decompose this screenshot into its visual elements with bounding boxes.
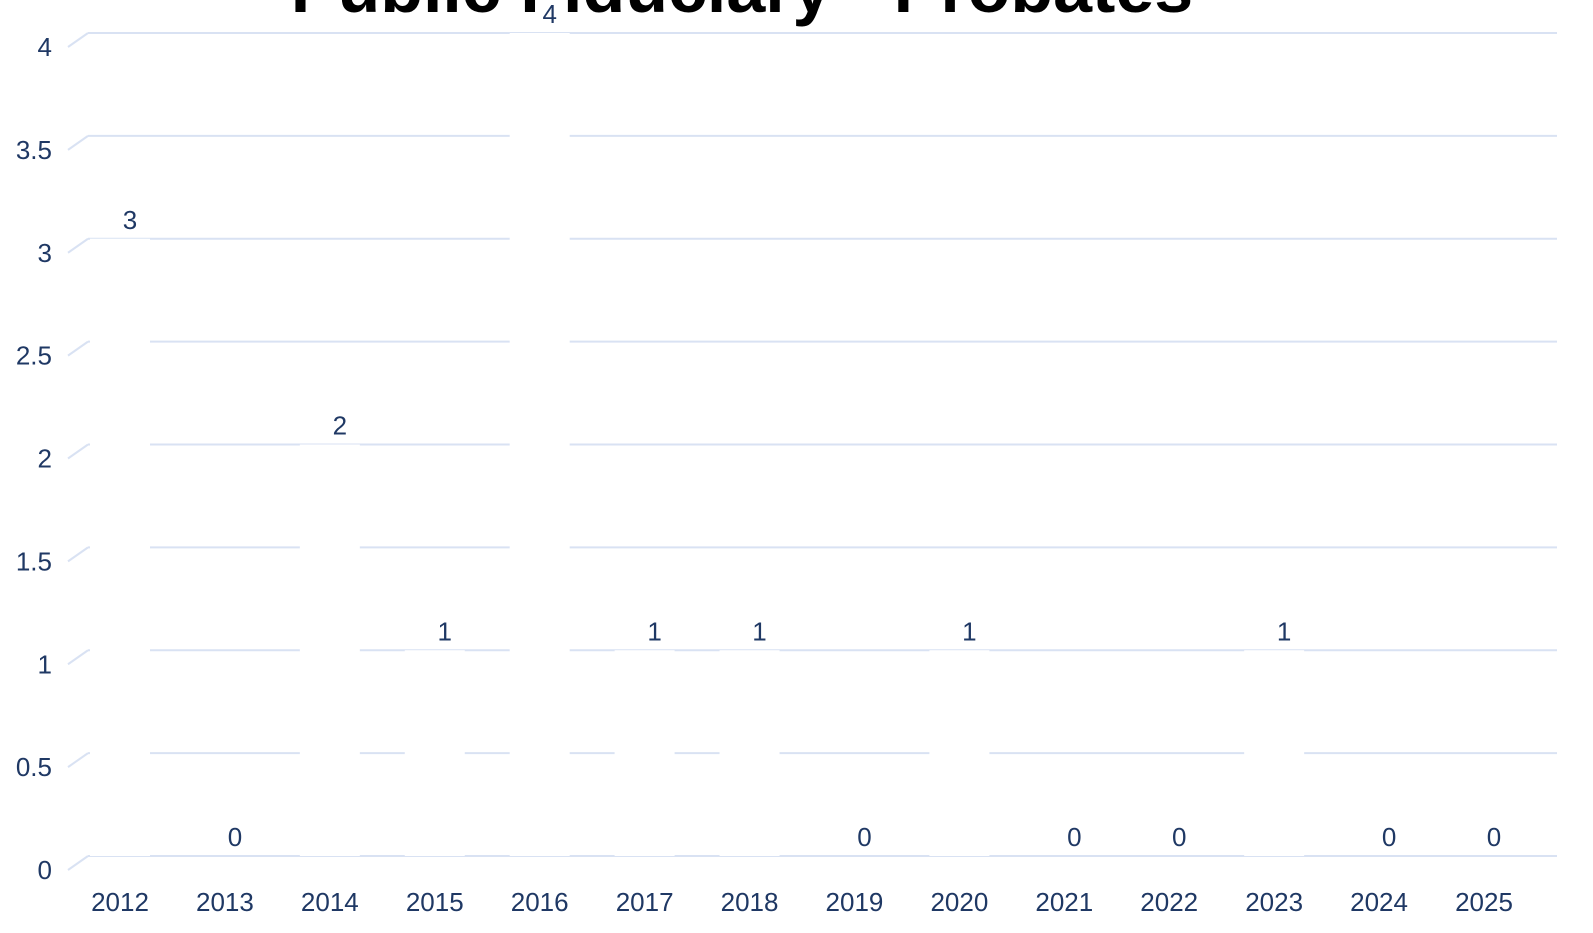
x-tick-label: 2014 [301,887,359,917]
x-tick-label: 2018 [721,887,779,917]
y-tick-label: 2 [38,444,52,474]
grid-line [67,546,89,563]
grid-line [67,443,89,460]
data-label: 4 [542,0,556,29]
data-label: 1 [752,616,766,646]
x-tick-label: 2021 [1035,887,1093,917]
bar [404,650,465,856]
x-tick-label: 2012 [91,887,149,917]
data-label: 1 [962,616,976,646]
y-tick-label: 0 [38,855,52,885]
y-tick-label: 0.5 [16,752,52,782]
x-tick-label: 2024 [1350,887,1408,917]
x-tick-label: 2025 [1455,887,1513,917]
data-label: 2 [333,411,347,441]
bar [90,238,150,856]
x-tick-label: 2015 [406,887,464,917]
x-tick-label: 2017 [616,887,674,917]
y-tick-label: 4 [38,32,52,62]
grid-line [67,649,89,666]
grid-line [67,855,89,871]
data-label: 1 [647,616,661,646]
grid-line [67,32,89,48]
x-tick-label: 2020 [930,887,988,917]
y-tick-label: 1 [38,649,52,679]
y-tick-label: 3.5 [16,135,52,165]
y-tick-label: 3 [38,238,52,268]
bar [719,650,780,856]
data-label: 0 [1067,822,1081,852]
grid-line [67,135,89,151]
x-tick-label: 2016 [511,887,569,917]
grid-line [67,237,89,254]
x-tick-label: 2023 [1245,887,1303,917]
bar [929,650,990,856]
data-label: 0 [857,822,871,852]
data-label: 0 [1382,822,1396,852]
data-label: 0 [1487,822,1501,852]
y-tick-label: 2.5 [16,341,52,371]
data-label: 3 [123,205,137,235]
bar [614,650,675,856]
data-label: 0 [1172,822,1186,852]
grid-line [67,752,89,768]
chart-title: Public Fiduciary - Probates [291,0,1193,27]
x-tick-label: 2013 [196,887,254,917]
data-label: 1 [438,616,452,646]
bar [1244,650,1305,856]
data-label: 0 [228,822,242,852]
bar [299,444,360,856]
grid-line [67,340,89,357]
y-tick-label: 1.5 [16,546,52,576]
x-tick-label: 2022 [1140,887,1198,917]
x-tick-label: 2019 [826,887,884,917]
data-label: 1 [1277,616,1291,646]
bar [509,33,570,856]
